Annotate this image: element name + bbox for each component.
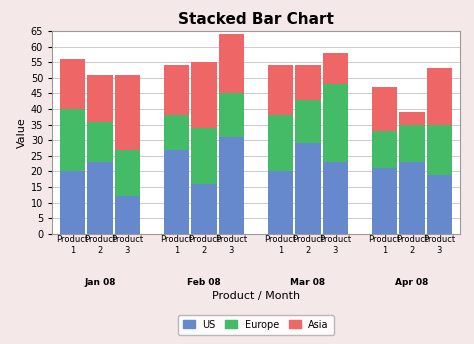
Legend: US, Europe, Asia: US, Europe, Asia <box>178 315 334 335</box>
Bar <box>115 196 140 234</box>
Bar <box>87 162 113 234</box>
Title: Stacked Bar Chart: Stacked Bar Chart <box>178 12 334 27</box>
Text: Mar 08: Mar 08 <box>291 278 326 287</box>
Bar <box>87 75 113 121</box>
Bar <box>60 59 85 109</box>
Bar <box>115 150 140 196</box>
Text: Apr 08: Apr 08 <box>395 278 428 287</box>
Bar <box>60 109 85 171</box>
Y-axis label: Value: Value <box>17 117 27 148</box>
Bar <box>323 84 348 162</box>
Bar <box>295 100 321 143</box>
Bar <box>164 65 189 115</box>
Bar <box>295 65 321 100</box>
Bar <box>191 128 217 184</box>
Bar <box>60 171 85 234</box>
Bar <box>427 175 452 234</box>
Bar <box>323 162 348 234</box>
Bar <box>87 121 113 162</box>
Bar <box>219 137 244 234</box>
Bar <box>399 125 425 162</box>
Text: Jan 08: Jan 08 <box>84 278 116 287</box>
Bar <box>191 62 217 128</box>
Bar <box>372 168 397 234</box>
Bar <box>219 34 244 94</box>
Bar <box>115 75 140 150</box>
Bar <box>323 53 348 84</box>
Bar <box>268 171 293 234</box>
Bar <box>295 143 321 234</box>
Bar <box>164 115 189 150</box>
Bar <box>427 68 452 125</box>
Bar <box>399 112 425 125</box>
Bar <box>372 87 397 131</box>
Bar <box>427 125 452 175</box>
Bar <box>191 184 217 234</box>
Bar <box>219 94 244 137</box>
Bar <box>268 115 293 171</box>
Bar <box>268 65 293 115</box>
Text: Feb 08: Feb 08 <box>187 278 221 287</box>
X-axis label: Product / Month: Product / Month <box>212 291 300 301</box>
Bar <box>399 162 425 234</box>
Bar <box>372 131 397 168</box>
Bar <box>164 150 189 234</box>
